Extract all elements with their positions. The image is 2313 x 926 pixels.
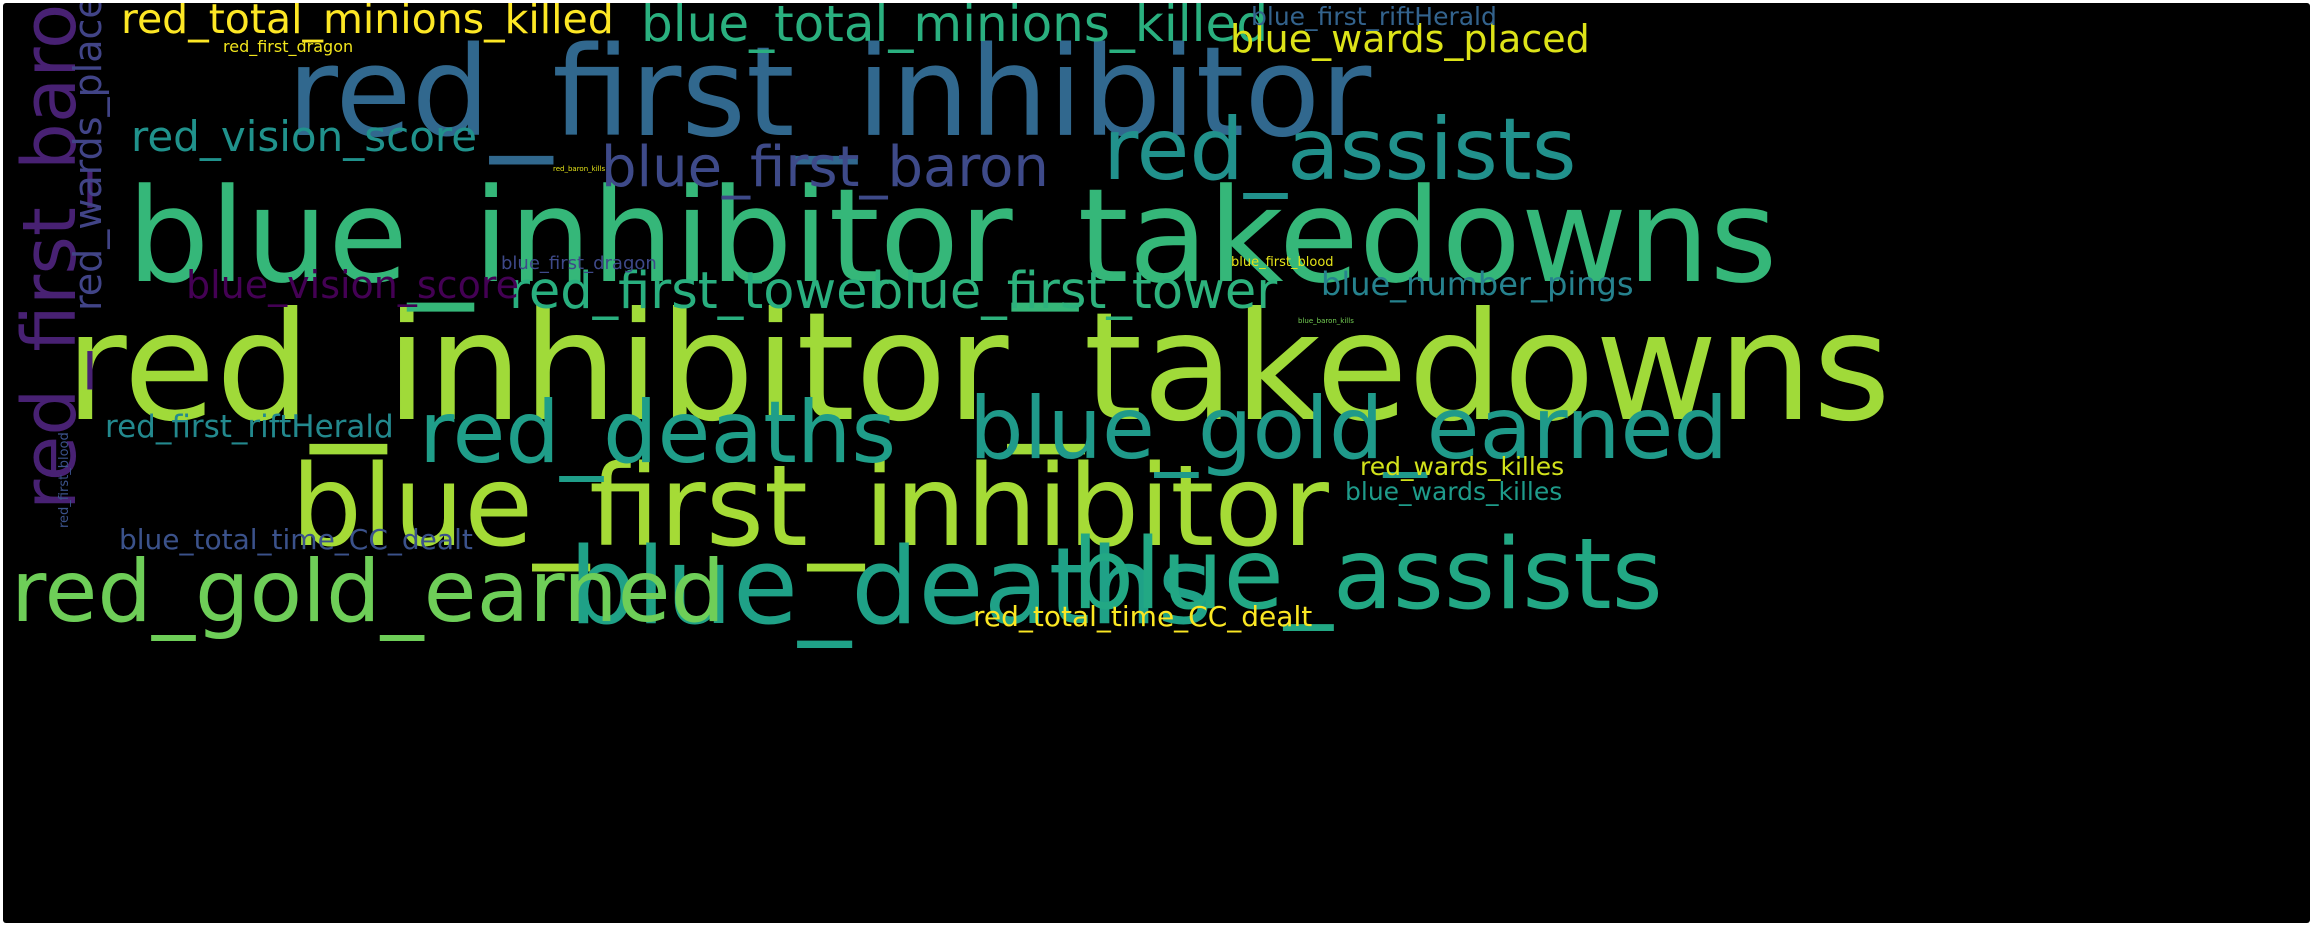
word-red-gold-earned: red_gold_earned xyxy=(11,542,726,642)
word-red-inhibitor-takedowns: red_inhibitor_takedowns xyxy=(65,281,1891,455)
word-blue-assists: blue_assists xyxy=(1072,518,1663,632)
word-red-first-tower: red_first_tower xyxy=(509,262,889,321)
word-red-first-inhibitor: red_first_inhibitor xyxy=(287,21,1372,165)
word-blue-first-tower: blue_first_tower xyxy=(871,262,1278,321)
word-blue-total-minions-killed: blue_total_minions_killed xyxy=(641,3,1269,53)
word-blue-baron-kills: blue_baron_kills xyxy=(1298,317,1354,325)
word-red-vision-score: red_vision_score xyxy=(131,112,478,161)
word-blue-inhibitor-takedowns: blue_inhibitor_takedowns xyxy=(127,160,1778,312)
word-blue-first-riftherald: blue_first_riftHerald xyxy=(1251,3,1497,31)
word-blue-wards-killes: blue_wards_killes xyxy=(1345,477,1563,506)
word-red-baron-kills: red_baron_kills xyxy=(553,165,606,173)
word-blue-vision-score: blue_vision_score xyxy=(186,263,519,307)
word-red-total-time-cc-dealt: red_total_time_CC_dealt xyxy=(973,600,1313,633)
word-cloud: red_inhibitor_takedowns blue_inhibitor_t… xyxy=(3,3,2310,923)
word-red-wards-killes: red_wards_killes xyxy=(1360,452,1565,481)
word-blue-wards-placed: blue_wards_placed xyxy=(1230,17,1590,61)
word-red-wards-placed: red_wards_placed xyxy=(66,3,110,311)
word-blue-first-dragon: blue_first_dragon xyxy=(501,253,657,274)
word-blue-total-time-cc-dealt: blue_total_time_CC_dealt xyxy=(119,523,473,556)
word-blue-first-inhibitor: blue_first_inhibitor xyxy=(291,442,1329,572)
word-blue-deaths: blue_deaths xyxy=(569,525,1213,648)
word-blue-first-baron: blue_first_baron xyxy=(601,135,1049,200)
word-blue-gold-earned: blue_gold_earned xyxy=(969,379,1729,479)
word-red-deaths: red_deaths xyxy=(419,383,897,483)
word-red-assists: red_assists xyxy=(1103,100,1577,200)
word-red-first-riftherald: red_first_riftHerald xyxy=(105,409,394,445)
word-red-first-blood: red_first_blood xyxy=(57,432,72,528)
word-blue-number-pings: blue_number_pings xyxy=(1321,265,1634,303)
word-blue-first-blood: blue_first_blood xyxy=(1231,255,1334,270)
word-red-total-minions-killed: red_total_minions_killed xyxy=(121,3,614,43)
word-red-first-dragon: red_first_dragon xyxy=(223,37,354,56)
